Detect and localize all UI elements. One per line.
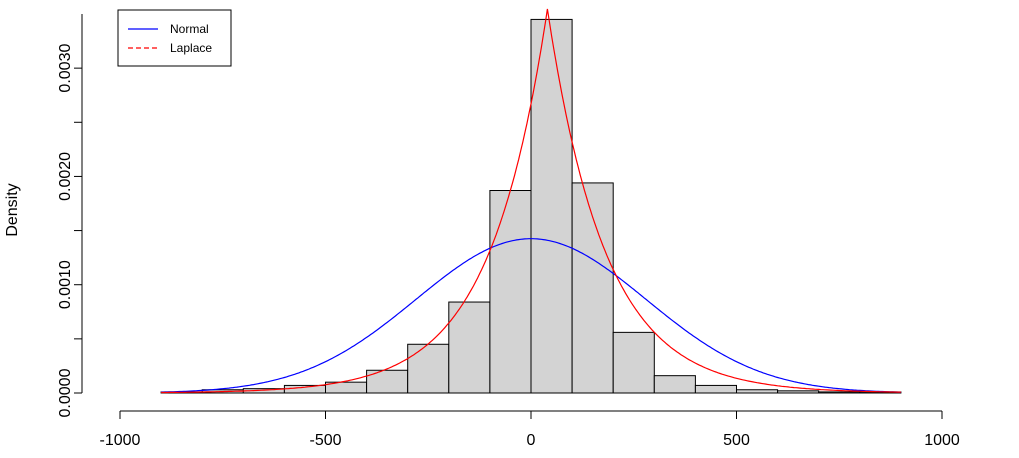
y-tick-label: 0.0000	[57, 368, 74, 417]
x-tick-label: 1000	[924, 432, 960, 449]
density-curves	[161, 8, 901, 394]
histogram-bar	[653, 375, 696, 394]
histogram-bar	[407, 343, 450, 394]
x-tick-label: -1000	[100, 432, 141, 449]
density-curve-laplace	[161, 8, 901, 394]
legend-label-laplace: Laplace	[170, 41, 212, 55]
y-axis-label: Density	[4, 183, 21, 236]
y-tick-label: 0.0010	[57, 260, 74, 309]
histogram-bar	[818, 391, 861, 394]
histogram-bar	[736, 389, 779, 394]
histogram-bar	[612, 331, 655, 394]
x-axis: -1000 -500 0 500 1000	[100, 410, 960, 449]
y-axis: 0.0000 0.0010 0.0020 0.0030	[57, 14, 83, 417]
y-tick-label: 0.0030	[57, 44, 74, 93]
histogram-bar	[283, 384, 326, 394]
legend-box	[117, 9, 232, 67]
legend-label-normal: Normal	[170, 22, 209, 36]
histogram-bar	[530, 18, 573, 394]
histogram-bar	[777, 390, 820, 394]
y-tick-label: 0.0020	[57, 152, 74, 201]
histogram-bar	[571, 182, 614, 394]
histogram-bar	[448, 301, 491, 394]
x-tick-label: -500	[309, 432, 341, 449]
density-curve-normal	[161, 238, 901, 393]
histogram-bars	[160, 18, 902, 394]
x-tick-label: 500	[723, 432, 750, 449]
histogram-bar	[694, 384, 738, 394]
histogram-bar	[489, 190, 532, 394]
x-tick-label: 0	[527, 432, 536, 449]
legend: Normal Laplace	[117, 9, 232, 67]
